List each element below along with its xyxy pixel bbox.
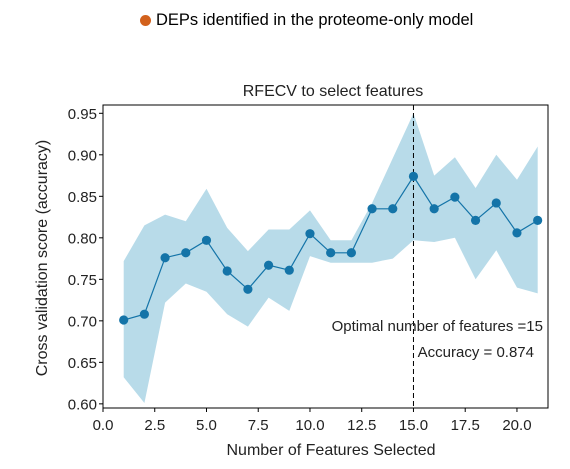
x-tick-label: 15.0: [399, 417, 428, 434]
data-point: [408, 171, 419, 181]
data-point: [450, 192, 460, 202]
y-tick-label: 0.65: [68, 355, 97, 372]
annotation-accuracy: Accuracy = 0.874: [418, 344, 534, 361]
y-tick-label: 0.60: [68, 396, 97, 413]
data-point: [222, 266, 232, 276]
x-tick-label: 20.0: [502, 417, 531, 434]
data-point: [263, 260, 274, 270]
data-point: [284, 265, 294, 275]
y-tick-label: 0.85: [68, 189, 97, 206]
annotation-optimal-features: Optimal number of features =15: [332, 318, 543, 335]
data-point: [201, 235, 212, 245]
x-tick-label: 2.5: [144, 417, 165, 434]
legend-label: DEPs identified in the proteome-only mod…: [156, 10, 474, 29]
legend: DEPs identified in the proteome-only mod…: [140, 9, 473, 31]
data-point: [326, 248, 336, 258]
data-point: [533, 215, 543, 225]
data-point: [243, 284, 253, 294]
x-tick-label: 10.0: [295, 417, 324, 434]
plot-area: [102, 104, 549, 409]
chart-title: RFECV to select features: [243, 83, 424, 100]
data-point: [512, 228, 522, 238]
data-point: [181, 248, 191, 258]
data-point: [160, 253, 170, 263]
y-tick-label: 0.90: [68, 147, 97, 164]
data-point: [429, 204, 439, 214]
y-tick-label: 0.80: [68, 230, 97, 247]
x-tick-label: 5.0: [196, 417, 217, 434]
x-tick-label: 0.0: [93, 417, 114, 434]
y-axis-label: Cross validation score (accuracy): [34, 140, 51, 377]
std-band: [123, 113, 538, 404]
data-point: [491, 198, 501, 208]
y-tick-label: 0.75: [68, 272, 97, 289]
x-tick-label: 12.5: [347, 417, 376, 434]
data-point: [470, 215, 481, 225]
data-point: [367, 204, 377, 214]
x-axis-label: Number of Features Selected: [227, 442, 436, 459]
y-tick-label: 0.70: [68, 313, 97, 330]
data-point: [388, 204, 398, 214]
x-tick-label: 17.5: [451, 417, 480, 434]
legend-marker: [140, 14, 151, 26]
data-point: [139, 309, 149, 319]
data-point: [305, 229, 315, 239]
y-tick-label: 0.95: [68, 106, 97, 123]
data-point: [119, 315, 129, 325]
x-tick-label: 7.5: [248, 417, 269, 434]
data-point: [346, 248, 356, 258]
